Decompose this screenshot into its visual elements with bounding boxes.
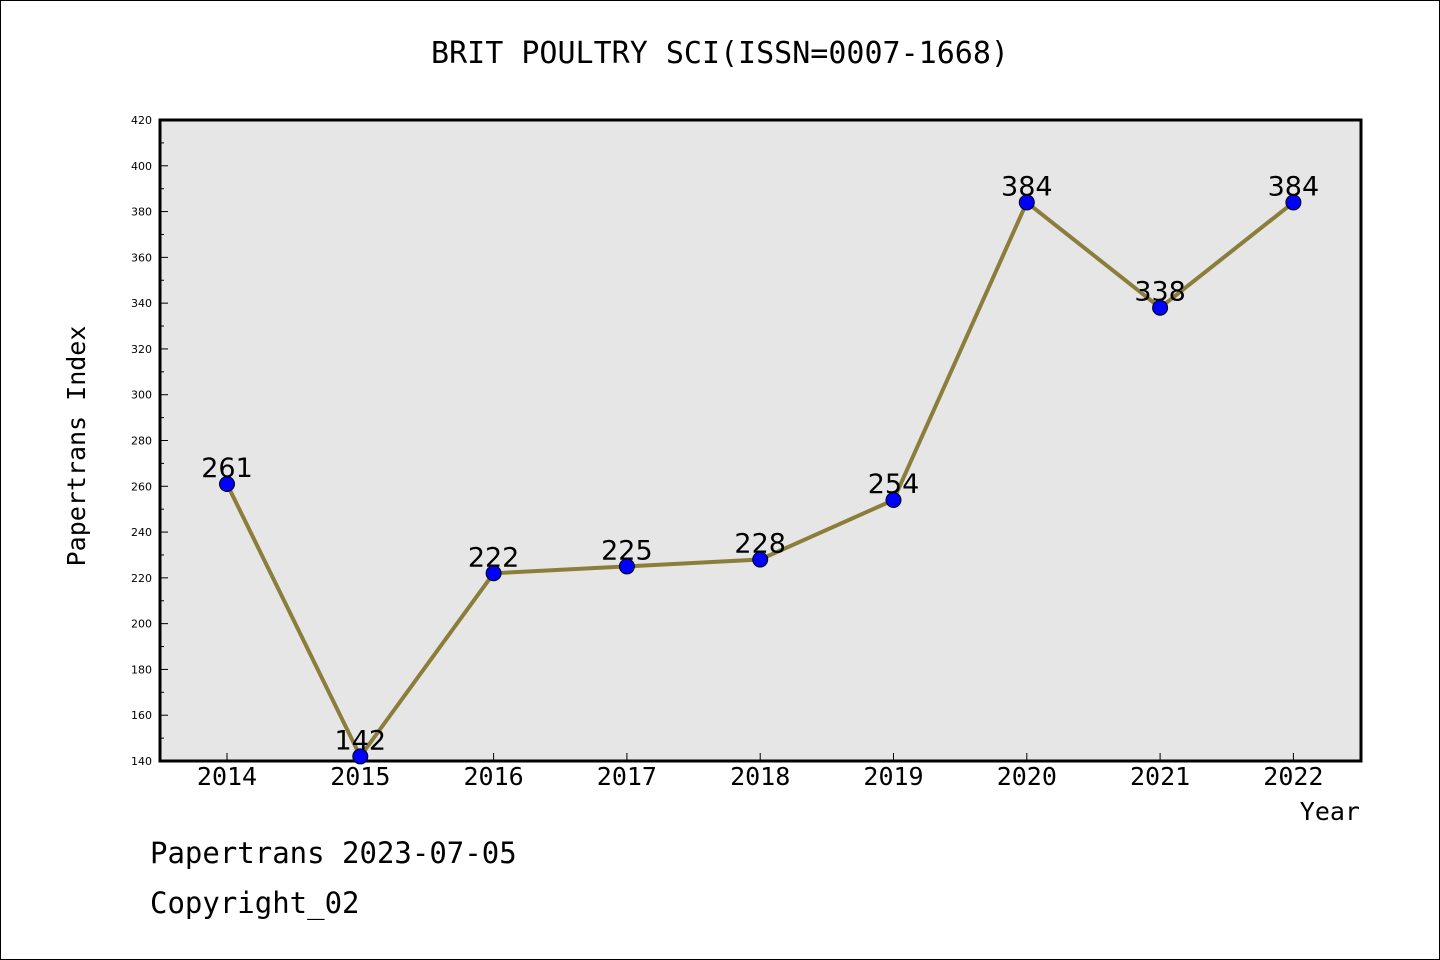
x-tick-label: 2022	[1263, 762, 1323, 791]
data-point-marker	[1152, 299, 1169, 316]
data-point-marker	[219, 475, 235, 492]
x-axis: 2014 2015 2016 2017 2018 2019 2020 2021 2022	[197, 753, 1324, 791]
data-label: 228	[734, 529, 786, 560]
data-point-marker	[1018, 194, 1035, 211]
y-tick-label: 260	[131, 480, 152, 493]
data-point-marker	[752, 551, 769, 568]
data-label: 254	[868, 469, 920, 500]
x-tick-label: 2018	[730, 762, 790, 791]
x-tick-label: 2019	[863, 762, 923, 791]
y-tick-label: 360	[131, 251, 152, 264]
y-tick-label: 200	[131, 618, 152, 631]
data-label: 225	[601, 535, 653, 566]
data-point-marker	[352, 748, 369, 765]
x-tick-label: 2014	[197, 762, 257, 791]
footer-date-text: Papertrans 2023-07-05	[150, 836, 517, 870]
data-point-marker	[618, 558, 635, 575]
data-label: 142	[335, 725, 387, 756]
y-tick-label: 380	[131, 206, 152, 219]
data-label: 261	[201, 453, 253, 484]
y-tick-label: 180	[131, 663, 152, 676]
y-tick-label: 420	[131, 114, 152, 127]
x-tick-label: 2015	[330, 762, 390, 791]
x-axis-label: Year	[1300, 797, 1360, 826]
y-tick-label: 140	[131, 755, 152, 768]
footer-copyright-text: Copyright_02	[150, 886, 360, 920]
data-point-marker	[485, 565, 502, 582]
data-point-marker	[1285, 194, 1302, 211]
y-tick-label: 340	[131, 297, 152, 310]
y-tick-label: 300	[131, 389, 152, 402]
y-tick-label: 220	[131, 572, 152, 585]
data-label: 222	[468, 542, 520, 573]
chart-title: BRIT POULTRY SCI(ISSN=0007-1668)	[431, 36, 1009, 71]
data-point-marker	[885, 492, 902, 509]
plot-area	[158, 118, 1363, 763]
y-tick-label: 160	[131, 709, 152, 722]
y-tick-label: 240	[131, 526, 152, 539]
y-tick-label: 320	[131, 343, 152, 356]
x-tick-label: 2016	[463, 762, 523, 791]
x-tick-label: 2017	[597, 762, 657, 791]
y-tick-label: 400	[131, 160, 152, 173]
series-line-group: 261 142 222 225 228 254 384 338 384	[201, 171, 1320, 765]
y-axis: 140 160 180 200 220 240 260 280 300 320 340 360 380 4…	[131, 114, 168, 768]
data-label: 384	[1268, 171, 1320, 202]
data-label: 338	[1134, 277, 1186, 308]
x-tick-label: 2020	[997, 762, 1057, 791]
y-tick-label: 280	[131, 435, 152, 448]
data-label: 384	[1001, 171, 1053, 202]
x-tick-label: 2021	[1130, 762, 1190, 791]
y-axis-label: Papertrans Index	[62, 326, 91, 567]
